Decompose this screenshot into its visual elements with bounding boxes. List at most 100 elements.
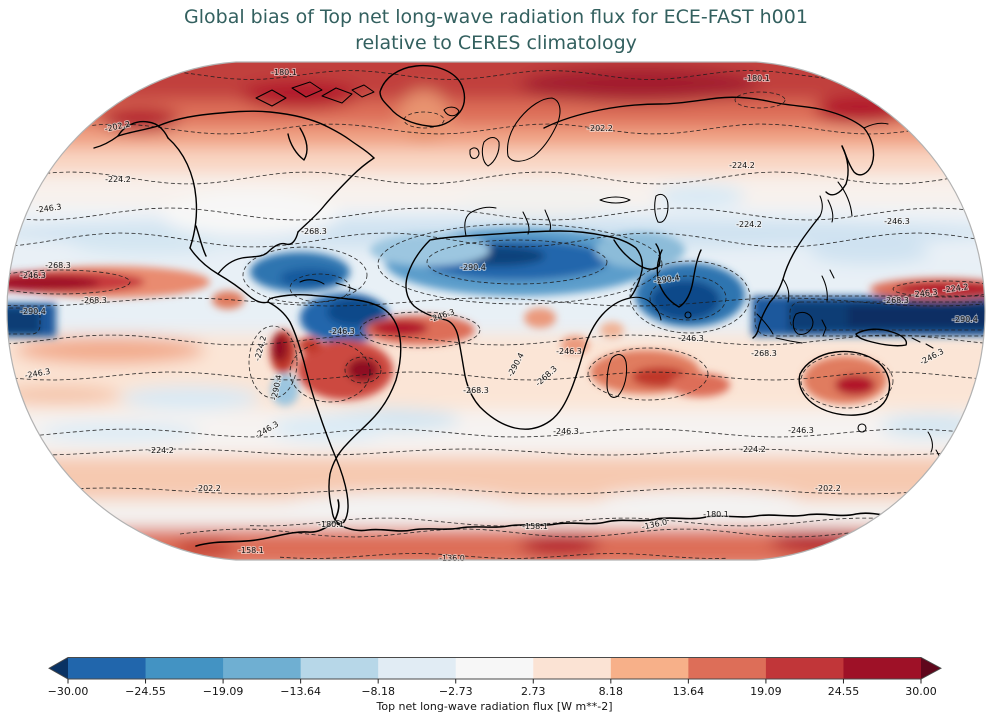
contour-line (7, 123, 984, 135)
colorbar-segment (300, 657, 379, 679)
path-graphic (297, 157, 375, 233)
ellipse-graphic (520, 67, 760, 103)
path-graphic (752, 301, 771, 339)
path-graphic (507, 97, 561, 162)
g-graphic (7, 228, 985, 406)
contour-line (7, 334, 984, 346)
contour-label: -202.2 (195, 484, 221, 493)
path-graphic (93, 135, 119, 149)
colorbar-segment (610, 657, 689, 679)
contour-label: -268.3 (883, 296, 909, 305)
contour-label: -290.4 (952, 315, 978, 324)
path-graphic (782, 278, 790, 303)
ellipse-graphic (377, 223, 663, 305)
contour-label: -268.3 (463, 386, 489, 395)
colorbar-segment (843, 657, 922, 679)
path-graphic (606, 353, 628, 398)
ellipse-graphic (15, 336, 205, 364)
ellipse-graphic (398, 90, 450, 142)
path-graphic (654, 193, 669, 223)
contour-line (7, 371, 984, 381)
ellipse-graphic (7, 385, 120, 405)
path-graphic (821, 269, 835, 337)
colorbar-segment (68, 657, 147, 679)
path-graphic (911, 337, 934, 349)
path-graphic (117, 110, 327, 137)
ellipse-graphic (370, 234, 490, 266)
path-graphic (321, 87, 353, 104)
path-graphic (405, 230, 643, 430)
colorbar-tick-label: −19.09 (203, 685, 244, 698)
contour-label: -246.3 (678, 334, 704, 343)
ellipse-graphic (160, 193, 340, 237)
contour-label: -180.1 (271, 68, 297, 77)
ellipse-graphic (240, 81, 360, 109)
path-graphic (287, 127, 308, 161)
ellipse-graphic (595, 232, 685, 268)
contour-label: -180.1 (318, 520, 344, 529)
contour-line (7, 171, 984, 185)
ellipse-graphic (403, 111, 445, 129)
path-graphic (825, 145, 849, 196)
path-graphic (756, 313, 803, 344)
colorbar-segment (145, 657, 224, 679)
path-graphic (469, 147, 480, 160)
ellipse-graphic (800, 353, 894, 409)
map-projection-boundary (6, 61, 986, 561)
colorbar-tick-label: −30.00 (48, 685, 89, 698)
path-graphic (481, 136, 500, 167)
bias-color-field (7, 62, 985, 560)
contour-label: -246.3 (556, 347, 582, 356)
colorbar-tick-label: 2.73 (521, 685, 546, 698)
rect-graphic (7, 148, 985, 178)
ellipse-graphic (600, 322, 624, 338)
ellipse-graphic (7, 269, 131, 295)
path-graphic (195, 499, 340, 547)
contour-line (7, 232, 984, 248)
ellipse-graphic (426, 239, 608, 285)
ellipse-graphic (120, 386, 260, 410)
contour-label: -224.2 (148, 446, 174, 455)
contour-label: -224.2 (729, 161, 755, 170)
ellipse-graphic (520, 535, 600, 555)
ellipse-graphic (7, 276, 100, 290)
ellipse-graphic (359, 311, 481, 349)
path-graphic (613, 239, 661, 270)
contour-line (249, 517, 971, 527)
ellipse-graphic (272, 334, 288, 362)
ellipse-graphic (298, 337, 322, 353)
ellipse-graphic (587, 347, 709, 401)
path-graphic (464, 206, 497, 237)
path-graphic (819, 195, 823, 217)
ellipse-graphic (347, 358, 379, 382)
ellipse-graphic (770, 532, 870, 552)
colorbar-segment (533, 657, 612, 679)
contour-label: -224.2 (740, 445, 766, 454)
ellipse-graphic (650, 280, 720, 320)
path-graphic (827, 181, 853, 223)
contour-label: -136.0 (439, 554, 465, 563)
contour-label: -246.3 (884, 217, 910, 226)
colorbar-tick-label: 13.64 (673, 685, 705, 698)
contour-label: -180.1 (744, 74, 770, 83)
path-graphic (543, 96, 865, 129)
contour-label: -158.1 (238, 546, 264, 555)
ellipse-graphic (892, 280, 985, 298)
colorbar-tick-label: −2.73 (439, 685, 473, 698)
path-graphic (255, 89, 287, 107)
ellipse-graphic (649, 275, 727, 321)
colorbar-segment (688, 657, 767, 679)
ellipse-graphic (242, 246, 368, 304)
contour-label: -268.3 (81, 296, 107, 305)
contour-label: -268.3 (751, 349, 777, 358)
path-graphic (117, 120, 169, 139)
path-graphic (325, 125, 375, 159)
ellipse-graphic (280, 492, 520, 518)
contour-label: -202.2 (587, 124, 613, 133)
contour-label: -246.3 (20, 271, 46, 280)
path-graphic (599, 196, 631, 204)
colorbar-tick-label: 30.00 (905, 685, 937, 698)
overlay-contour-lines (7, 70, 985, 559)
ellipse-graphic (810, 240, 930, 264)
